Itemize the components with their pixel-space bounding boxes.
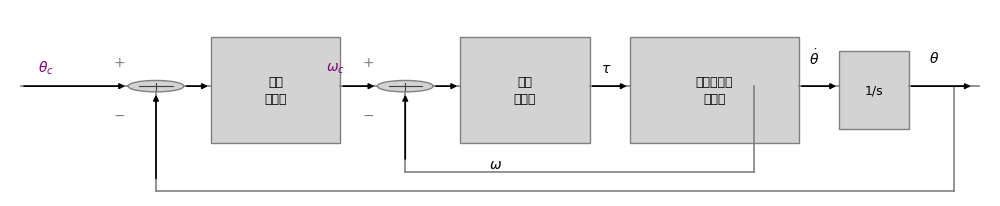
Text: $\theta_c$: $\theta_c$	[38, 60, 54, 77]
Text: 1/s: 1/s	[865, 84, 883, 97]
Text: $\tau$: $\tau$	[601, 61, 612, 75]
Text: $\omega_c$: $\omega_c$	[326, 61, 345, 76]
Text: $\dot{\theta}$: $\dot{\theta}$	[809, 48, 819, 68]
Text: −: −	[363, 108, 374, 122]
Text: +: +	[363, 55, 374, 69]
FancyBboxPatch shape	[630, 38, 799, 144]
Text: 角速度动力
学系统: 角速度动力 学系统	[696, 76, 733, 106]
FancyBboxPatch shape	[460, 38, 590, 144]
FancyBboxPatch shape	[211, 38, 340, 144]
Text: −: −	[113, 108, 125, 122]
Text: $\omega$: $\omega$	[489, 157, 502, 171]
Text: +: +	[113, 55, 125, 69]
Text: 内环
控制器: 内环 控制器	[514, 76, 536, 106]
Text: 外环
控制器: 外环 控制器	[264, 76, 287, 106]
Circle shape	[377, 81, 433, 92]
FancyBboxPatch shape	[839, 52, 909, 129]
Text: $\theta$: $\theta$	[929, 51, 939, 66]
Circle shape	[128, 81, 184, 92]
